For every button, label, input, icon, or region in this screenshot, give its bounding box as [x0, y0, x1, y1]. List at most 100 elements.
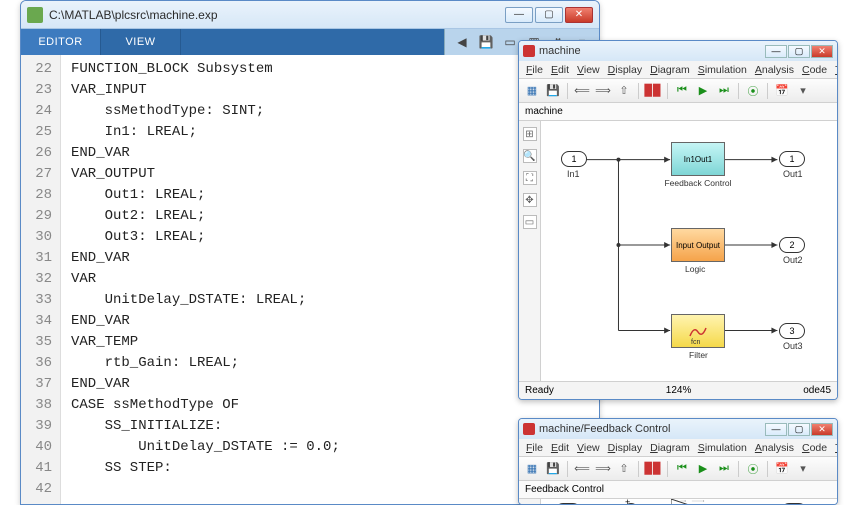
- tab-view[interactable]: VIEW: [101, 29, 181, 55]
- sim-sub-canvas[interactable]: 1 In1 + - Kp 1 Out1: [541, 499, 837, 504]
- sim-minimize-button[interactable]: —: [765, 423, 787, 436]
- open-icon[interactable]: ▦: [523, 460, 541, 478]
- up-icon[interactable]: ⇧: [615, 460, 633, 478]
- library-icon[interactable]: ▉▉: [644, 460, 662, 478]
- sim-main-menubar[interactable]: FileEditViewDisplayDiagramSimulationAnal…: [519, 61, 837, 79]
- sim-minimize-button[interactable]: —: [765, 45, 787, 58]
- simulink-icon: [523, 423, 535, 435]
- schedule-icon[interactable]: 📅: [773, 460, 791, 478]
- doc-icon[interactable]: ▭: [501, 33, 519, 51]
- menu-edit[interactable]: Edit: [548, 64, 572, 76]
- menu-code[interactable]: Code: [799, 64, 830, 76]
- minimize-button[interactable]: —: [505, 7, 533, 23]
- sim-main-statusbar: Ready 124% ode45: [519, 381, 837, 399]
- menu-tools[interactable]: Tools: [832, 64, 838, 76]
- in-port-1-label: In1: [567, 169, 580, 179]
- matlab-fcn-icon: [688, 324, 708, 338]
- editor-tabbar: EDITOR VIEW ◀ 💾 ▭ ▦ ⛭ ▾: [21, 29, 599, 55]
- back-icon[interactable]: ⟸: [573, 460, 591, 478]
- run-icon[interactable]: ▶: [694, 82, 712, 100]
- menu-view[interactable]: View: [574, 442, 603, 454]
- sim-main-canvas[interactable]: 1 In1 In1Out1 Feedback Control Input Out…: [541, 121, 837, 381]
- code-area[interactable]: 2223242526272829303132333435363738394041…: [21, 55, 599, 504]
- editor-window: C:\MATLAB\plcsrc\machine.exp — ▢ ✕ EDITO…: [20, 0, 600, 505]
- sim-sub-title: machine/Feedback Control: [539, 423, 765, 435]
- record-icon[interactable]: ⦿: [744, 460, 762, 478]
- maximize-button[interactable]: ▢: [535, 7, 563, 23]
- block-feedback[interactable]: In1Out1: [671, 142, 725, 176]
- menu-display[interactable]: Display: [605, 64, 645, 76]
- menu-display[interactable]: Display: [605, 442, 645, 454]
- fwd-icon[interactable]: ⟹: [594, 82, 612, 100]
- pal-select-icon[interactable]: ▭: [523, 215, 537, 229]
- sim-sub-breadcrumb[interactable]: Feedback Control: [519, 481, 837, 499]
- sim-main-toolbar: ▦ 💾 ⟸ ⟹ ⇧ ▉▉ ⏮ ▶ ⏭ ⦿ 📅 ▾: [519, 79, 837, 103]
- sim-main-breadcrumb[interactable]: machine: [519, 103, 837, 121]
- simulink-main-window: machine — ▢ ✕ FileEditViewDisplayDiagram…: [518, 40, 838, 400]
- sim-sub-titlebar[interactable]: machine/Feedback Control — ▢ ✕: [519, 419, 837, 439]
- menu-code[interactable]: Code: [799, 442, 830, 454]
- back-icon[interactable]: ⟸: [573, 82, 591, 100]
- close-button[interactable]: ✕: [565, 7, 593, 23]
- menu-simulation[interactable]: Simulation: [695, 64, 750, 76]
- sim-main-title: machine: [539, 45, 765, 57]
- sim-palette: ⊞ 🔍 ⛶ ✥ ▭: [519, 121, 541, 381]
- nav-back-icon[interactable]: ◀: [453, 33, 471, 51]
- step-back-icon[interactable]: ⏮: [673, 460, 691, 478]
- menu-analysis[interactable]: Analysis: [752, 64, 797, 76]
- menu-view[interactable]: View: [574, 64, 603, 76]
- pal-explorer-icon[interactable]: ⊞: [523, 127, 537, 141]
- pal-fit-icon[interactable]: ⛶: [523, 171, 537, 185]
- tab-editor[interactable]: EDITOR: [21, 29, 101, 55]
- schedule-icon[interactable]: 📅: [773, 82, 791, 100]
- step-back-icon[interactable]: ⏮: [673, 82, 691, 100]
- gain-block[interactable]: Kp: [671, 499, 707, 505]
- sim-sub-menubar[interactable]: FileEditViewDisplayDiagramSimulationAnal…: [519, 439, 837, 457]
- dropdown-icon[interactable]: ▾: [794, 82, 812, 100]
- menu-edit[interactable]: Edit: [548, 442, 572, 454]
- menu-file[interactable]: File: [523, 442, 546, 454]
- simulink-sub-window: machine/Feedback Control — ▢ ✕ FileEditV…: [518, 418, 838, 505]
- save-icon[interactable]: 💾: [544, 82, 562, 100]
- pal-zoom-in-icon[interactable]: 🔍: [523, 149, 537, 163]
- fwd-icon[interactable]: ⟹: [594, 460, 612, 478]
- save-icon[interactable]: 💾: [544, 460, 562, 478]
- run-icon[interactable]: ▶: [694, 460, 712, 478]
- app-icon: [27, 7, 43, 23]
- dropdown-icon[interactable]: ▾: [794, 460, 812, 478]
- sim-palette: ⊞ 🔍: [519, 499, 541, 505]
- block-logic-label: Logic: [685, 264, 705, 274]
- menu-tools[interactable]: Tools: [832, 442, 838, 454]
- block-logic[interactable]: Input Output: [671, 228, 725, 262]
- out-port-1-label: Out1: [783, 169, 803, 179]
- out-port-1[interactable]: 1: [779, 151, 805, 167]
- step-fwd-icon[interactable]: ⏭: [715, 460, 733, 478]
- menu-diagram[interactable]: Diagram: [647, 442, 693, 454]
- library-icon[interactable]: ▉▉: [644, 82, 662, 100]
- sim-close-button[interactable]: ✕: [811, 45, 833, 58]
- sim-sub-toolbar: ▦ 💾 ⟸ ⟹ ⇧ ▉▉ ⏮ ▶ ⏭ ⦿ 📅 ▾: [519, 457, 837, 481]
- block-feedback-label: Feedback Control: [659, 178, 737, 188]
- menu-simulation[interactable]: Simulation: [695, 442, 750, 454]
- menu-analysis[interactable]: Analysis: [752, 442, 797, 454]
- breadcrumb-text: Feedback Control: [525, 484, 604, 495]
- sim-maximize-button[interactable]: ▢: [788, 423, 810, 436]
- menu-file[interactable]: File: [523, 64, 546, 76]
- line-gutter: 2223242526272829303132333435363738394041…: [21, 55, 61, 504]
- out-port-2[interactable]: 2: [779, 237, 805, 253]
- step-fwd-icon[interactable]: ⏭: [715, 82, 733, 100]
- save-icon[interactable]: 💾: [477, 33, 495, 51]
- up-icon[interactable]: ⇧: [615, 82, 633, 100]
- open-icon[interactable]: ▦: [523, 82, 541, 100]
- pal-pan-icon[interactable]: ✥: [523, 193, 537, 207]
- editor-titlebar[interactable]: C:\MATLAB\plcsrc\machine.exp — ▢ ✕: [21, 1, 599, 29]
- simulink-icon: [523, 45, 535, 57]
- in-port-1[interactable]: 1: [561, 151, 587, 167]
- block-filter-label: Filter: [689, 350, 708, 360]
- out-port-3[interactable]: 3: [779, 323, 805, 339]
- sim-maximize-button[interactable]: ▢: [788, 45, 810, 58]
- sim-main-titlebar[interactable]: machine — ▢ ✕: [519, 41, 837, 61]
- menu-diagram[interactable]: Diagram: [647, 64, 693, 76]
- sim-close-button[interactable]: ✕: [811, 423, 833, 436]
- record-icon[interactable]: ⦿: [744, 82, 762, 100]
